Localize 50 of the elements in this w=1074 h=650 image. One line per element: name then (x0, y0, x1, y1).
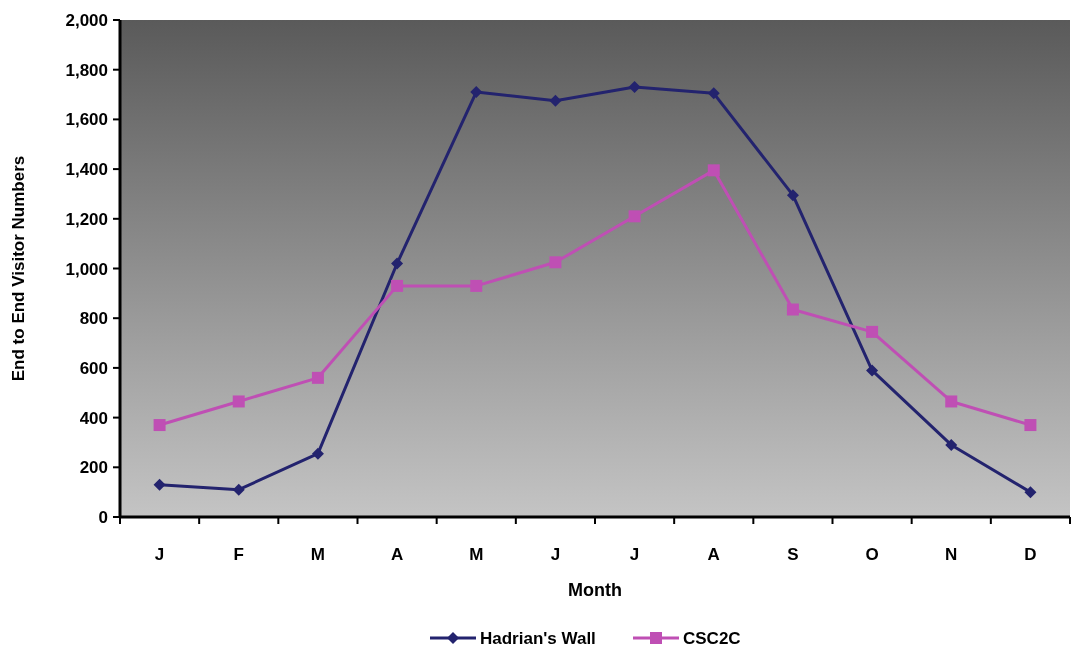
x-tick-label: J (629, 545, 640, 564)
point (1024, 486, 1037, 499)
x-tick-label: O (865, 545, 879, 564)
x-tick-label: J (550, 545, 561, 564)
point (549, 256, 562, 269)
point (628, 210, 641, 223)
point (707, 87, 720, 100)
point (311, 447, 324, 460)
y-tick-label: 200 (79, 458, 108, 478)
y-tick-label: 600 (79, 358, 108, 378)
point (866, 364, 879, 377)
point (311, 371, 324, 384)
point (866, 325, 879, 338)
y-tick-label: 400 (79, 408, 108, 428)
point (786, 189, 799, 202)
y-axis-title: End to End Visitor Numbers (9, 155, 28, 382)
y-tick-label: 2,000 (65, 11, 108, 30)
y-tick-label: 1,200 (65, 209, 108, 229)
x-tick-label: D (1024, 545, 1037, 564)
legend-label: Hadrian's Wall (480, 629, 596, 648)
y-tick-label: 1,000 (65, 259, 108, 279)
point (1024, 419, 1037, 432)
point (945, 438, 958, 451)
x-axis-title: Month (568, 580, 622, 600)
y-tick-label: 1,600 (65, 110, 108, 130)
point (153, 419, 166, 432)
point (391, 257, 404, 270)
point (628, 81, 641, 94)
point (391, 279, 404, 292)
x-tick-label: F (233, 545, 244, 564)
point (232, 395, 245, 408)
x-tick-label: S (787, 545, 799, 564)
y-tick-label: 1,800 (65, 60, 108, 80)
y-tick-label: 800 (79, 309, 108, 329)
x-tick-label: J (154, 545, 165, 564)
y-tick-label: 1,400 (65, 160, 108, 180)
x-tick-label: N (945, 545, 958, 564)
x-tick-label: M (469, 545, 484, 564)
point (786, 303, 799, 316)
x-tick-label: A (707, 545, 720, 564)
point (707, 164, 720, 177)
point (945, 395, 958, 408)
point (470, 279, 483, 292)
x-tick-label: A (390, 545, 404, 564)
point (549, 94, 562, 107)
x-tick-label: M (310, 545, 325, 564)
legend-label: CSC2C (683, 629, 741, 648)
y-tick-label: 0 (98, 508, 108, 527)
point (153, 478, 166, 491)
point (232, 483, 245, 496)
